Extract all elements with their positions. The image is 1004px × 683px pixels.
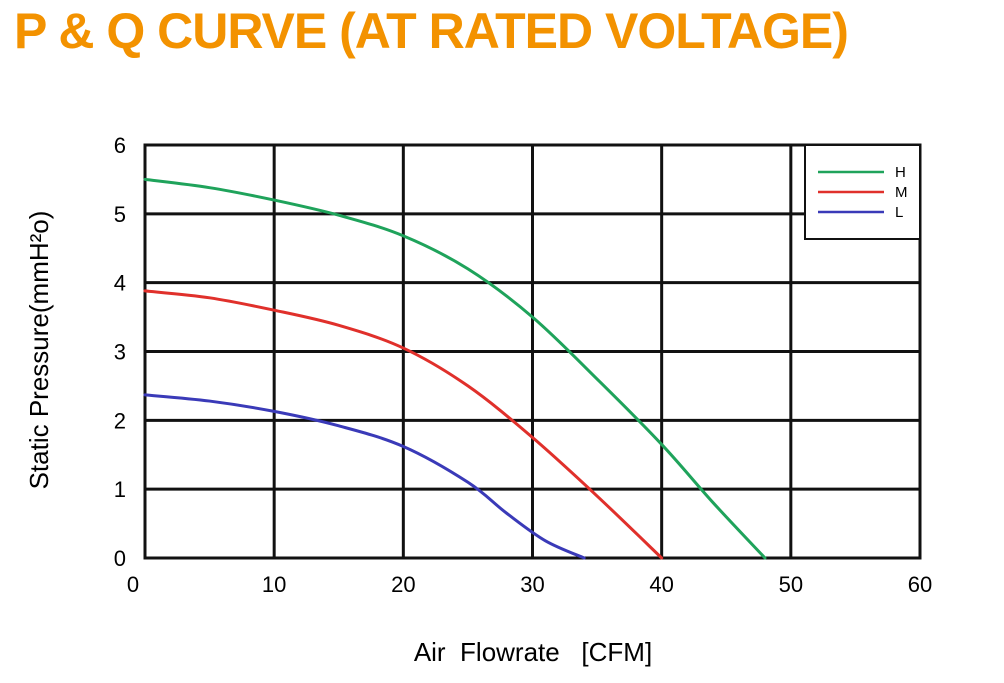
x-tick-label: 20 [391, 572, 415, 597]
y-tick-label: 0 [114, 546, 126, 571]
x-tick-label: 10 [262, 572, 286, 597]
x-tick-label: 30 [520, 572, 544, 597]
x-tick-labels: 0 10 20 30 40 50 60 [127, 572, 932, 597]
y-tick-label: 3 [114, 340, 126, 365]
y-tick-label: 2 [114, 408, 126, 433]
y-tick-label: 4 [114, 271, 126, 296]
series-line-h [143, 177, 767, 560]
series-line-m [143, 289, 664, 560]
y-axis-label: Static Pressure(mmH²o) [24, 211, 54, 490]
grid [143, 143, 922, 560]
legend: HML [804, 144, 921, 240]
legend-label-m: M [895, 184, 908, 201]
y-tick-labels: 0 1 2 3 4 5 6 [114, 133, 126, 571]
y-tick-label: 6 [114, 133, 126, 158]
series-lines [143, 177, 767, 560]
x-tick-label: 60 [908, 572, 932, 597]
y-tick-label: 1 [114, 477, 126, 502]
series-line-l [143, 393, 586, 560]
legend-label-h: H [895, 164, 906, 181]
chart-title: P & Q CURVE (AT RATED VOLTAGE) [14, 3, 849, 59]
y-tick-label: 5 [114, 202, 126, 227]
x-tick-label: 0 [127, 572, 139, 597]
x-tick-label: 40 [649, 572, 673, 597]
legend-label-l: L [895, 204, 903, 221]
x-tick-label: 50 [779, 572, 803, 597]
x-axis-label: Air Flowrate [CFM] [414, 637, 652, 667]
